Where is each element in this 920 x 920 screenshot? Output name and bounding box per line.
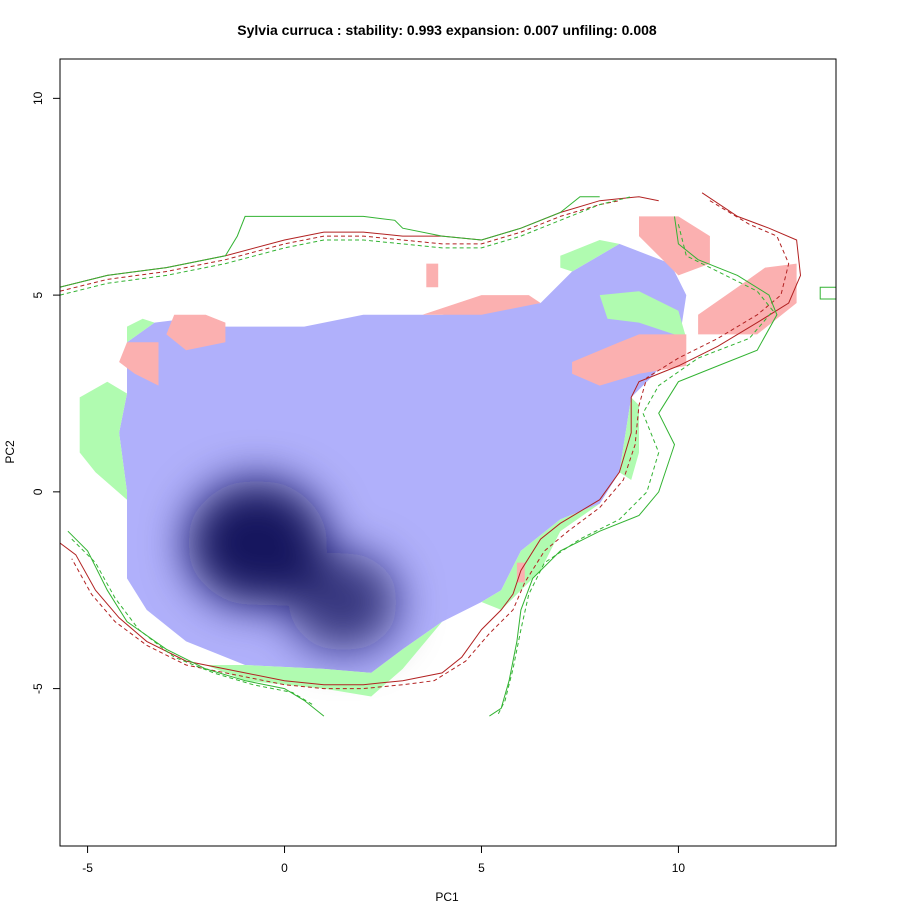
expansion-polygon-5 <box>639 216 710 276</box>
y-axis: -5 0 5 10 <box>31 91 61 694</box>
contour-line-8 <box>67 530 325 717</box>
expansion-polygon-3 <box>422 295 541 315</box>
density-peak-1 <box>288 552 399 652</box>
expansion-polygon-0 <box>119 342 159 386</box>
unfilling-polygon-6 <box>481 503 600 610</box>
expansion-polygon-6 <box>698 263 797 335</box>
contour-line-5 <box>71 200 790 690</box>
x-axis-label: PC1 <box>435 890 459 904</box>
contour-line-3 <box>60 196 632 296</box>
x-tick-label-0: 0 <box>281 861 288 875</box>
contour-line-1 <box>60 200 620 292</box>
unfilling-polygon-5 <box>619 393 639 480</box>
environment-contours <box>60 192 836 717</box>
contour-line-10 <box>819 286 836 300</box>
x-tick-label-10: 10 <box>672 861 686 875</box>
contour-line-7 <box>496 224 774 717</box>
density-layer <box>186 480 399 652</box>
contour-line-6 <box>489 216 778 717</box>
stability-region <box>119 243 687 673</box>
contour-line-4 <box>60 192 802 686</box>
plot-area <box>60 192 836 717</box>
expansion-polygon-2 <box>426 263 439 288</box>
stability-polygon <box>119 243 687 673</box>
y-tick-label-10: 10 <box>31 91 45 105</box>
unfilling-regions <box>79 240 687 697</box>
x-tick-label--5: -5 <box>82 861 93 875</box>
y-axis-label: PC2 <box>3 440 17 464</box>
unfilling-polygon-4 <box>599 291 687 339</box>
y-tick-label-5: 5 <box>31 291 45 298</box>
contour-line-9 <box>71 538 313 705</box>
chart-title: Sylvia curruca : stability: 0.993 expans… <box>237 22 657 38</box>
unfilling-polygon-0 <box>79 381 127 500</box>
expansion-polygon-1 <box>166 314 226 351</box>
unfilling-polygon-1 <box>127 318 155 343</box>
unfilling-polygon-3 <box>560 240 620 272</box>
expansion-polygon-4 <box>572 334 687 386</box>
expansion-regions <box>119 216 797 583</box>
unfilling-polygon-2 <box>205 621 443 697</box>
density-peak-0 <box>186 480 327 607</box>
x-axis: -5 0 5 10 <box>82 845 686 875</box>
contour-line-2 <box>60 196 600 288</box>
x-tick-label-5: 5 <box>478 861 485 875</box>
y-tick-label--5: -5 <box>31 683 45 694</box>
y-tick-label-0: 0 <box>31 488 45 495</box>
